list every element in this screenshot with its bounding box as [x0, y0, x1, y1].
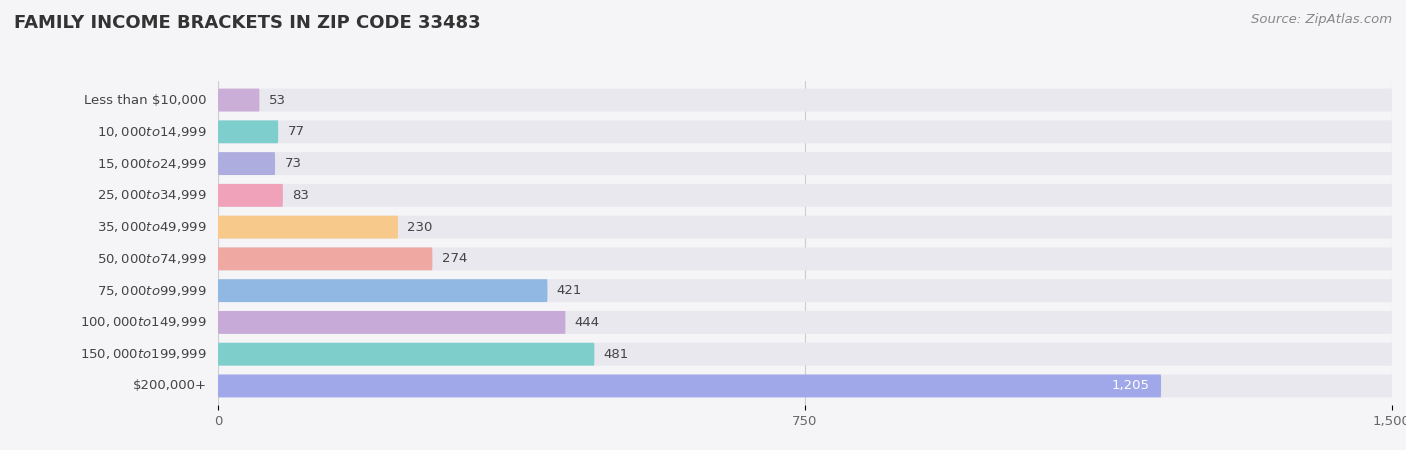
Text: $25,000 to $34,999: $25,000 to $34,999 — [97, 189, 207, 202]
Text: $50,000 to $74,999: $50,000 to $74,999 — [97, 252, 207, 266]
Text: Less than $10,000: Less than $10,000 — [84, 94, 207, 107]
FancyBboxPatch shape — [218, 311, 565, 334]
FancyBboxPatch shape — [218, 374, 1161, 397]
FancyBboxPatch shape — [218, 343, 1392, 365]
Text: $150,000 to $199,999: $150,000 to $199,999 — [80, 347, 207, 361]
FancyBboxPatch shape — [218, 184, 283, 207]
FancyBboxPatch shape — [218, 248, 433, 270]
Text: 421: 421 — [557, 284, 582, 297]
Text: $75,000 to $99,999: $75,000 to $99,999 — [97, 284, 207, 297]
FancyBboxPatch shape — [218, 152, 276, 175]
FancyBboxPatch shape — [218, 343, 595, 365]
Text: 1,205: 1,205 — [1111, 379, 1149, 392]
Text: $35,000 to $49,999: $35,000 to $49,999 — [97, 220, 207, 234]
Text: $10,000 to $14,999: $10,000 to $14,999 — [97, 125, 207, 139]
FancyBboxPatch shape — [218, 248, 1392, 270]
FancyBboxPatch shape — [218, 216, 398, 238]
Text: $100,000 to $149,999: $100,000 to $149,999 — [80, 315, 207, 329]
Text: 274: 274 — [441, 252, 467, 266]
FancyBboxPatch shape — [218, 89, 260, 112]
Text: 73: 73 — [284, 157, 301, 170]
Text: $15,000 to $24,999: $15,000 to $24,999 — [97, 157, 207, 171]
Text: 77: 77 — [288, 125, 305, 138]
FancyBboxPatch shape — [218, 184, 1392, 207]
Text: 53: 53 — [269, 94, 285, 107]
FancyBboxPatch shape — [218, 121, 278, 143]
FancyBboxPatch shape — [218, 89, 1392, 112]
Text: Source: ZipAtlas.com: Source: ZipAtlas.com — [1251, 14, 1392, 27]
FancyBboxPatch shape — [218, 279, 547, 302]
FancyBboxPatch shape — [218, 311, 1392, 334]
Text: 230: 230 — [408, 220, 433, 234]
FancyBboxPatch shape — [218, 279, 1392, 302]
FancyBboxPatch shape — [218, 216, 1392, 238]
Text: 481: 481 — [603, 348, 628, 361]
Text: 83: 83 — [292, 189, 309, 202]
FancyBboxPatch shape — [218, 121, 1392, 143]
FancyBboxPatch shape — [218, 152, 1392, 175]
FancyBboxPatch shape — [218, 374, 1392, 397]
Text: FAMILY INCOME BRACKETS IN ZIP CODE 33483: FAMILY INCOME BRACKETS IN ZIP CODE 33483 — [14, 14, 481, 32]
Text: $200,000+: $200,000+ — [132, 379, 207, 392]
Text: 444: 444 — [575, 316, 600, 329]
